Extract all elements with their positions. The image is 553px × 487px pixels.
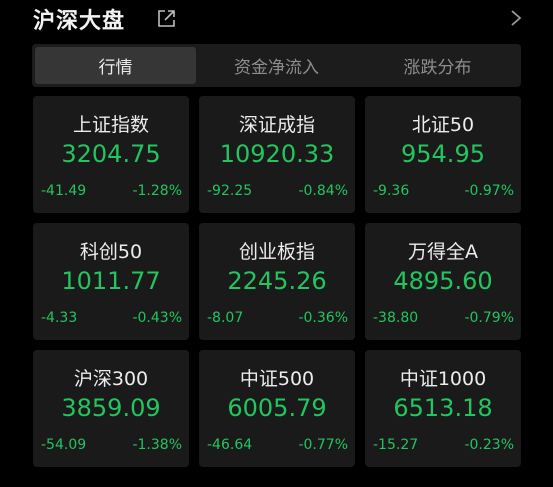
tab-net-inflow[interactable]: 资金净流入 <box>234 58 319 78</box>
index-change: -54.09 <box>41 437 87 453</box>
index-price: 6513.18 <box>393 394 493 422</box>
index-card-szse[interactable]: 深证成指 10920.33 -92.25 -0.84% <box>199 96 355 213</box>
page-title: 沪深大盘 <box>33 9 126 34</box>
index-card-bse50[interactable]: 北证50 954.95 -9.36 -0.97% <box>365 96 521 213</box>
index-change: -38.80 <box>373 310 419 326</box>
index-name: 中证1000 <box>399 368 487 390</box>
index-name: 科创50 <box>79 241 143 263</box>
index-card-csi300[interactable]: 沪深300 3859.09 -54.09 -1.38% <box>33 350 189 467</box>
index-change: -15.27 <box>373 437 419 453</box>
index-price: 3859.09 <box>61 394 161 422</box>
index-card-csi500[interactable]: 中证500 6005.79 -46.64 -0.77% <box>199 350 355 467</box>
index-change: -9.36 <box>373 183 410 199</box>
index-change-pct: -1.38% <box>132 437 182 453</box>
index-change-pct: -0.79% <box>464 310 514 326</box>
index-price: 1011.77 <box>61 267 161 295</box>
index-price: 10920.33 <box>219 140 335 168</box>
index-change: -8.07 <box>207 310 244 326</box>
index-change-pct: -0.77% <box>298 437 348 453</box>
index-price: 2245.26 <box>227 267 327 295</box>
index-card-sse[interactable]: 上证指数 3204.75 -41.49 -1.28% <box>33 96 189 213</box>
index-name: 万得全A <box>408 241 478 263</box>
index-change: -92.25 <box>207 183 253 199</box>
index-card-chinext[interactable]: 创业板指 2245.26 -8.07 -0.36% <box>199 223 355 340</box>
external-link-icon[interactable] <box>157 9 176 28</box>
index-price: 4895.60 <box>393 267 493 295</box>
index-change-pct: -0.23% <box>464 437 514 453</box>
index-grid: 上证指数 3204.75 -41.49 -1.28% 深证成指 10920.33… <box>33 96 522 467</box>
index-change-pct: -0.43% <box>132 310 182 326</box>
tab-distribution[interactable]: 涨跌分布 <box>403 58 472 78</box>
index-name: 中证500 <box>239 368 315 390</box>
index-name: 上证指数 <box>72 114 149 136</box>
index-change-pct: -0.97% <box>464 183 514 199</box>
index-card-wind-a[interactable]: 万得全A 4895.60 -38.80 -0.79% <box>365 223 521 340</box>
tab-market[interactable]: 行情 <box>35 47 196 84</box>
index-name: 深证成指 <box>238 114 315 136</box>
index-change-pct: -0.84% <box>298 183 348 199</box>
index-change: -4.33 <box>41 310 78 326</box>
index-name: 创业板指 <box>238 241 315 263</box>
index-name: 北证50 <box>411 114 475 136</box>
index-price: 3204.75 <box>61 140 161 168</box>
index-card-star50[interactable]: 科创50 1011.77 -4.33 -0.43% <box>33 223 189 340</box>
tab-bar: 行情 资金净流入 涨跌分布 <box>32 44 521 87</box>
index-card-csi1000[interactable]: 中证1000 6513.18 -15.27 -0.23% <box>365 350 521 467</box>
index-change-pct: -1.28% <box>132 183 182 199</box>
chevron-right-icon[interactable] <box>509 8 523 28</box>
index-change: -41.49 <box>41 183 87 199</box>
index-change: -46.64 <box>207 437 253 453</box>
index-change-pct: -0.36% <box>298 310 348 326</box>
index-price: 6005.79 <box>227 394 327 422</box>
index-price: 954.95 <box>401 140 485 168</box>
index-name: 沪深300 <box>73 368 149 390</box>
header: 沪深大盘 <box>0 0 553 36</box>
